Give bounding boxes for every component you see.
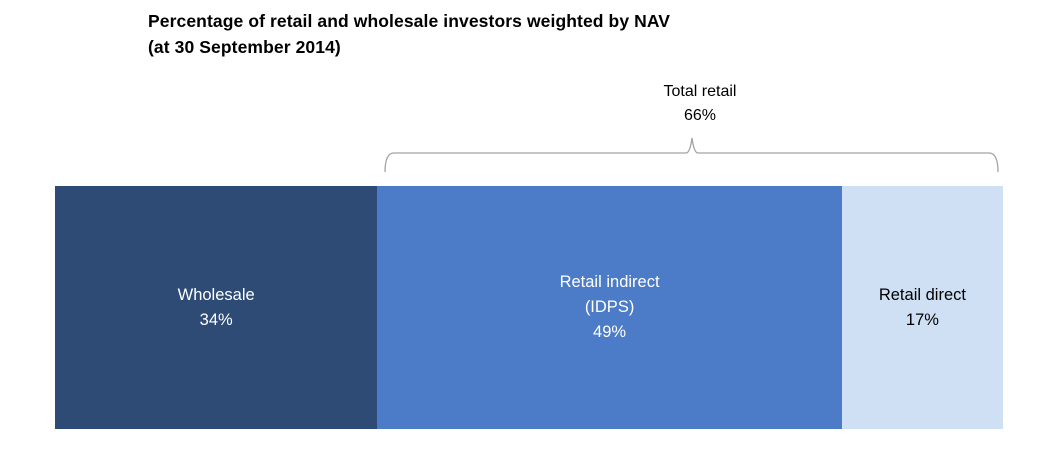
segment-value: 17% — [905, 310, 939, 329]
chart-title-line2: (at 30 September 2014) — [148, 37, 341, 57]
segment-label: Retail direct — [878, 285, 966, 304]
segment-value: 49% — [593, 323, 627, 341]
brace-bracket-path — [384, 137, 999, 173]
segment-label: (IDPS) — [584, 298, 635, 316]
total-retail-value: 66% — [683, 107, 717, 124]
chart-title: Percentage of retail and wholesale inves… — [148, 8, 908, 60]
chart-title-line1: Percentage of retail and wholesale inves… — [148, 11, 671, 31]
segment-label: Wholesale — [177, 285, 255, 304]
brace-bracket-icon — [384, 137, 999, 173]
bar-segment-wholesale: Wholesale 34% — [55, 186, 378, 429]
total-retail-label: Total retail — [663, 83, 737, 100]
stacked-bar: Wholesale 34% Retail indirect (IDPS) 49%… — [55, 186, 1003, 429]
segment-value: 34% — [199, 310, 233, 329]
total-retail-annotation: Total retail 66% — [550, 80, 850, 128]
bar-segment-retail-direct: Retail direct 17% — [841, 186, 1003, 429]
bar-segment-retail-indirect: Retail indirect (IDPS) 49% — [377, 186, 842, 429]
segment-label: Retail indirect — [559, 273, 660, 291]
